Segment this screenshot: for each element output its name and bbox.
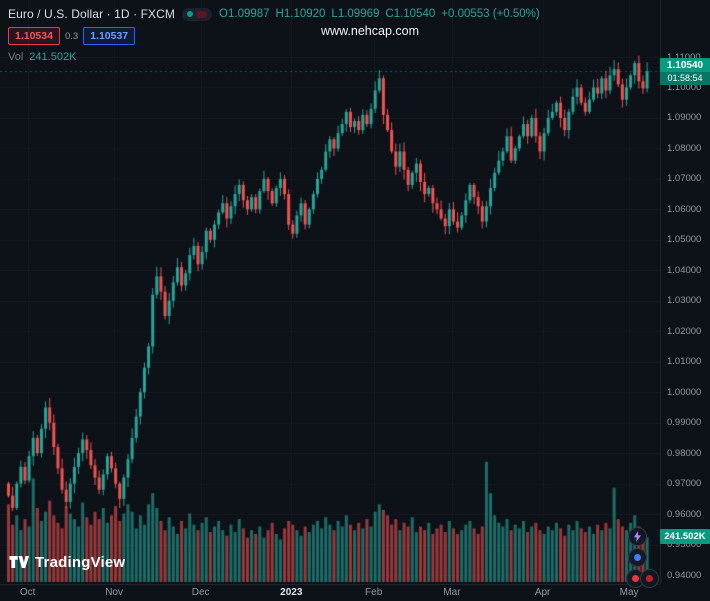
- price-tick-label: 1.08000: [667, 142, 702, 154]
- live-dot-icon: [646, 575, 653, 582]
- volume-axis-label: 241.502K: [660, 529, 710, 544]
- record-dot-icon: [632, 575, 639, 582]
- time-tick-label: Feb: [365, 587, 383, 598]
- ohlc-values: O1.09987 H1.10920 L1.09969 C1.10540 +0.0…: [219, 8, 540, 20]
- price-tick-label: 1.04000: [667, 264, 702, 276]
- price-tick-label: 1.06000: [667, 203, 702, 215]
- price-tick-label: 1.01000: [667, 356, 702, 368]
- price-tick-label: 1.07000: [667, 173, 702, 185]
- quick-actions: [616, 527, 659, 588]
- price-tick-label: 1.02000: [667, 325, 702, 337]
- market-open-dot-icon: [187, 11, 194, 17]
- price-tick-label: 0.96000: [667, 508, 702, 520]
- market-status-toggle[interactable]: [182, 7, 213, 21]
- time-tick-label: Mar: [443, 587, 461, 598]
- price-tick-label: 0.94000: [667, 569, 702, 581]
- ohlc-change: +0.00553 (+0.50%): [441, 8, 540, 20]
- price-tick-label: 1.09000: [667, 112, 702, 124]
- lightning-icon: [633, 531, 642, 542]
- symbol-title[interactable]: Euro / U.S. Dollar · 1D · FXCM: [8, 7, 176, 21]
- ohlc-high: H1.10920: [275, 8, 326, 20]
- volume-indicator-value: 241.502K: [29, 51, 77, 63]
- price-tick-label: 0.97000: [667, 478, 702, 490]
- watermark: www.nehcap.com: [321, 24, 419, 38]
- tradingview-logo-icon: [8, 553, 29, 571]
- last-price-value: 1.10540: [666, 60, 704, 71]
- spread-label: 0.3: [64, 30, 79, 42]
- boost-button[interactable]: [628, 527, 647, 546]
- price-tick-label: 1.10000: [667, 81, 702, 93]
- market-status-icon: [196, 10, 208, 18]
- time-tick-label: Oct: [19, 587, 36, 598]
- countdown-timer: 01:58:54: [660, 72, 710, 85]
- time-axis[interactable]: Oct Nov Dec 2023 Feb Mar Apr May: [0, 584, 660, 601]
- price-tick-label: 1.11000: [667, 51, 701, 63]
- tradingview-logo-text: TradingView: [35, 553, 126, 571]
- time-tick-label: Apr: [534, 587, 551, 598]
- volume-indicator-label[interactable]: Vol: [8, 51, 24, 63]
- price-tick-label: 1.00000: [667, 386, 702, 398]
- last-price-label: 1.10540 01:58:54: [660, 58, 710, 85]
- price-tick-label: 1.05000: [667, 234, 702, 246]
- price-tick-label: 1.03000: [667, 295, 702, 307]
- time-tick-label: Dec: [191, 587, 210, 598]
- ohlc-close: C1.10540: [385, 8, 436, 20]
- chart-legend: Euro / U.S. Dollar · 1D · FXCM O1.09987 …: [8, 6, 540, 63]
- time-tick-label: 2023: [280, 587, 303, 598]
- candlestick-chart[interactable]: [0, 0, 660, 600]
- reaction-dot-icon: [634, 554, 641, 561]
- live-button[interactable]: [640, 569, 659, 588]
- record-buttons: [626, 569, 659, 588]
- buy-price-button[interactable]: 1.10537: [83, 27, 136, 45]
- time-tick-label: Nov: [105, 587, 124, 598]
- ohlc-open: O1.09987: [219, 8, 270, 20]
- ohlc-low: L1.09969: [331, 8, 380, 20]
- reaction-button[interactable]: [628, 548, 647, 567]
- price-axis[interactable]: 1.11000 1.10000 1.09000 1.08000 1.07000 1.060…: [660, 0, 710, 584]
- price-tick-label: 0.98000: [667, 447, 702, 459]
- price-tick-label: 0.95000: [667, 539, 702, 551]
- tradingview-logo[interactable]: TradingView: [8, 553, 125, 571]
- sell-price-button[interactable]: 1.10534: [8, 27, 60, 45]
- price-tick-label: 0.99000: [667, 417, 702, 429]
- time-tick-label: May: [619, 587, 639, 598]
